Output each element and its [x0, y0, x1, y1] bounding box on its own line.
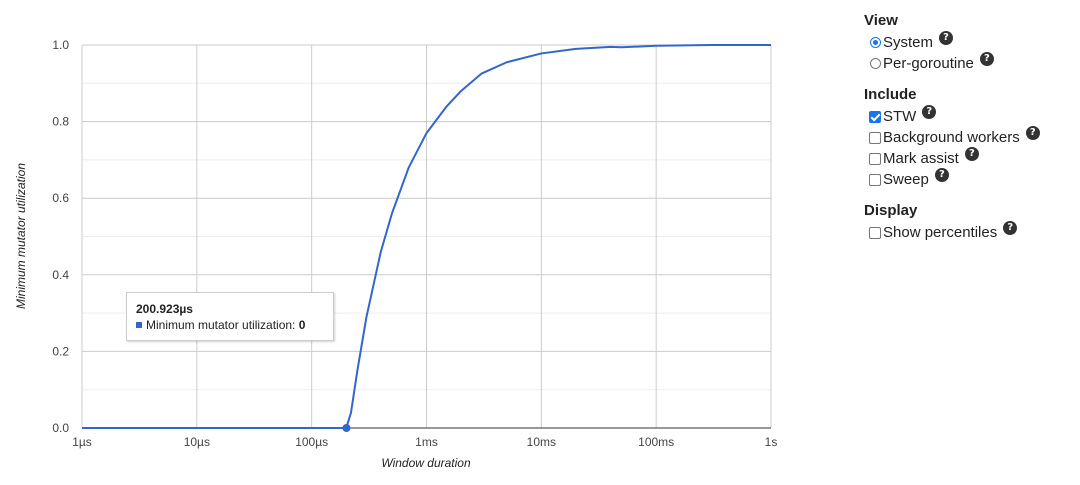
y-tick-label: 0.6	[52, 191, 69, 205]
view-option-per-goroutine[interactable]: Per-goroutine ?	[864, 51, 1074, 74]
display-option-show-percentiles[interactable]: Show percentiles ?	[864, 220, 1074, 243]
help-icon[interactable]: ?	[1025, 125, 1040, 140]
x-tick-label: 1s	[765, 435, 778, 449]
x-axis-title: Window duration	[381, 456, 471, 470]
checkbox-background-workers[interactable]	[869, 131, 881, 144]
chart-grid	[81, 44, 772, 429]
checkbox-show-percentiles[interactable]	[869, 226, 881, 239]
include-option-sweep-label[interactable]: Sweep	[883, 171, 929, 188]
include-option-mark-assist[interactable]: Mark assist ?	[864, 146, 1074, 169]
tooltip-row: Minimum mutator utilization: 0	[136, 317, 324, 333]
y-tick-label: 0.8	[52, 115, 69, 129]
help-icon[interactable]: ?	[1003, 220, 1018, 235]
options-panel: View System ? Per-goroutine ? Include ST…	[864, 12, 1074, 255]
view-option-per-goroutine-label[interactable]: Per-goroutine	[883, 55, 974, 72]
include-option-stw[interactable]: STW ?	[864, 104, 1074, 127]
tooltip-title: 200.923µs	[136, 302, 193, 316]
include-option-background-workers-label[interactable]: Background workers	[883, 129, 1020, 146]
view-option-system[interactable]: System ?	[864, 30, 1074, 53]
tooltip-value: 0	[298, 318, 306, 332]
chart-labels: 0.0 0.2 0.4 0.6 0.8 1.0 1µs 10µs 100µs 1ms 10ms 100…	[52, 38, 777, 449]
checkbox-sweep[interactable]	[869, 173, 881, 186]
help-icon[interactable]: ?	[979, 51, 994, 66]
help-icon[interactable]: ?	[922, 104, 937, 119]
tooltip-series-label: Minimum mutator utilization:	[146, 318, 296, 332]
highlight-point	[342, 424, 351, 432]
radio-system[interactable]	[870, 37, 881, 48]
include-option-background-workers[interactable]: Background workers ?	[864, 125, 1074, 148]
include-option-stw-label[interactable]: STW	[883, 108, 917, 125]
checkbox-mark-assist[interactable]	[869, 152, 881, 165]
y-tick-label: 0.0	[52, 421, 69, 435]
x-tick-label: 100ms	[638, 435, 674, 449]
series-line	[82, 44, 771, 429]
include-section: Include STW ? Background workers ? Mark …	[864, 86, 1074, 190]
help-icon[interactable]: ?	[934, 167, 949, 182]
help-icon[interactable]: ?	[964, 146, 979, 161]
view-section-title: View	[864, 12, 898, 29]
view-option-system-label[interactable]: System	[883, 34, 934, 51]
include-option-mark-assist-label[interactable]: Mark assist	[883, 150, 959, 167]
chart-tooltip: 200.923µs Minimum mutator utilization: 0	[126, 292, 334, 341]
x-tick-label: 1µs	[72, 435, 92, 449]
radio-per-goroutine[interactable]	[870, 58, 881, 69]
chart-series	[82, 44, 771, 432]
y-tick-label: 0.2	[52, 344, 69, 358]
display-section: Display Show percentiles ?	[864, 202, 1074, 243]
y-tick-label: 1.0	[52, 38, 69, 52]
checkbox-stw[interactable]	[869, 110, 881, 123]
series-color-swatch	[136, 322, 142, 328]
mmu-chart: 0.0 0.2 0.4 0.6 0.8 1.0 1µs 10µs 100µs 1ms 10ms 100…	[14, 38, 777, 470]
help-icon[interactable]: ?	[939, 30, 954, 45]
display-option-show-percentiles-label[interactable]: Show percentiles	[883, 224, 998, 241]
include-section-title: Include	[864, 86, 917, 103]
include-option-sweep[interactable]: Sweep ?	[864, 167, 1074, 190]
y-tick-label: 0.4	[52, 268, 69, 282]
x-tick-label: 10ms	[527, 435, 556, 449]
x-tick-label: 1ms	[415, 435, 438, 449]
y-axis-title: Minimum mutator utilization	[14, 163, 28, 309]
x-tick-label: 10µs	[184, 435, 210, 449]
display-section-title: Display	[864, 202, 918, 219]
x-tick-label: 100µs	[295, 435, 328, 449]
view-section: View System ? Per-goroutine ?	[864, 12, 1074, 74]
